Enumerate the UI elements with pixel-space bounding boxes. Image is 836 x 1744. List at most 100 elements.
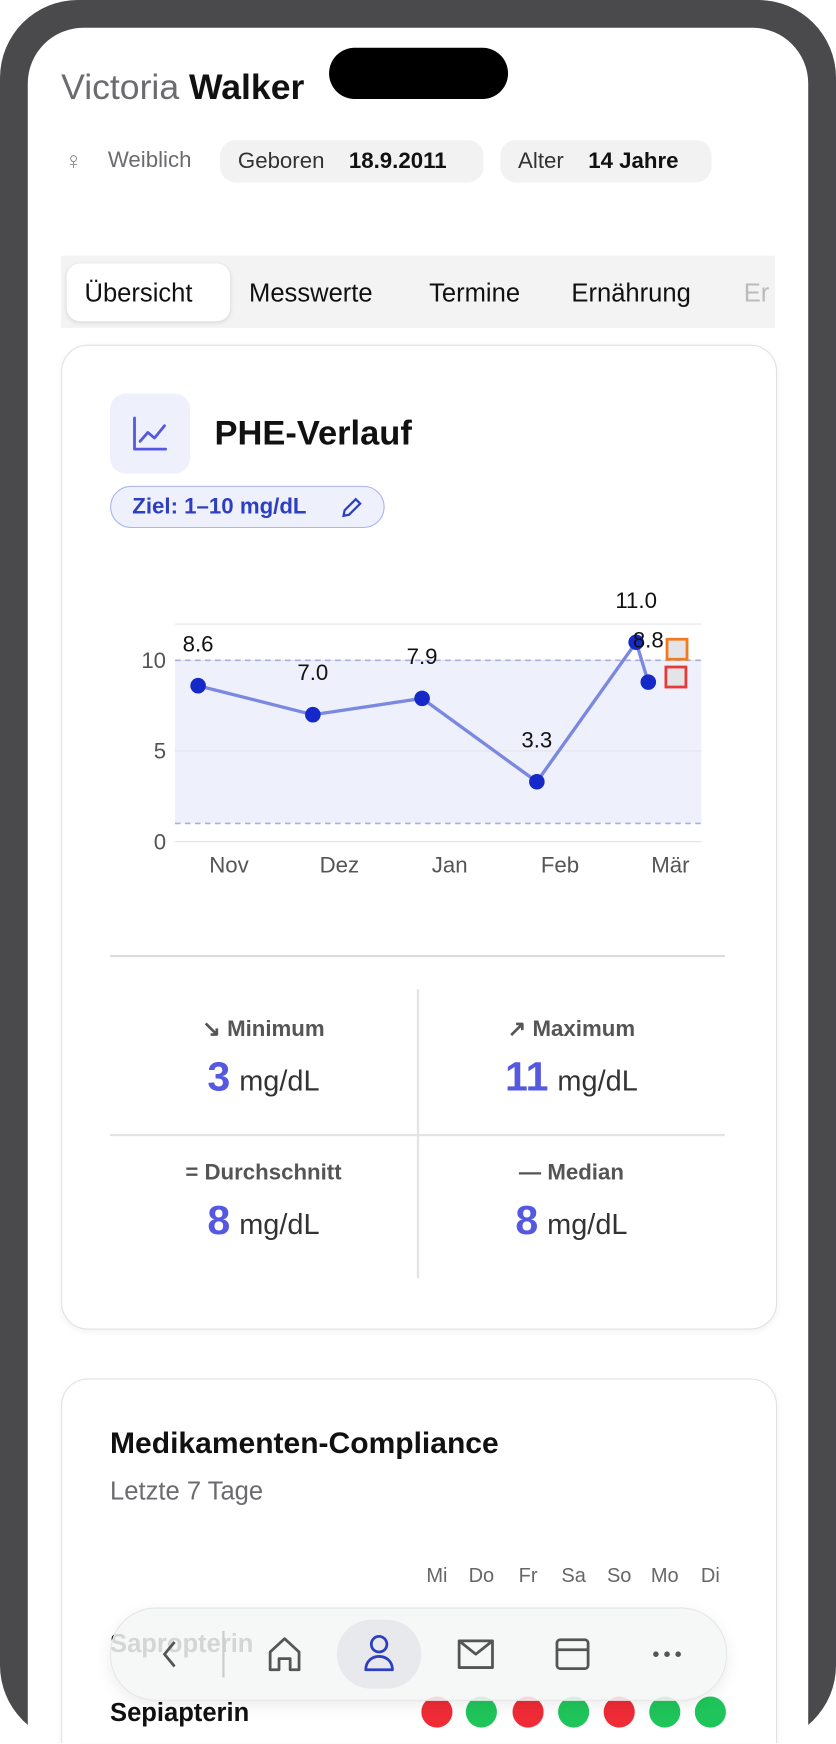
x-tick-label: Feb bbox=[541, 853, 579, 878]
compliance-dot bbox=[465, 1696, 497, 1728]
x-tick-label: Mär bbox=[651, 853, 690, 878]
stat-label: Maximum bbox=[532, 1017, 636, 1042]
data-label: 3.3 bbox=[521, 727, 552, 752]
y-tick-label: 10 bbox=[141, 648, 166, 673]
stat-unit: mg/dL bbox=[239, 1207, 320, 1241]
tab[interactable]: Termine bbox=[429, 277, 521, 307]
gender-icon: ♀ bbox=[64, 146, 83, 175]
phe-point bbox=[640, 674, 657, 690]
home-icon[interactable] bbox=[268, 1637, 301, 1672]
day-label: Fr bbox=[519, 1565, 538, 1587]
mail-icon[interactable] bbox=[457, 1639, 494, 1669]
stat-value: 3 bbox=[207, 1053, 231, 1100]
divider bbox=[416, 989, 419, 1279]
card-title: PHE-Verlauf bbox=[214, 413, 412, 453]
chart-icon bbox=[110, 393, 191, 474]
stat-value: 8 bbox=[515, 1197, 539, 1243]
stat-label: Minimum bbox=[227, 1017, 325, 1042]
profile-icon[interactable] bbox=[369, 1635, 389, 1654]
compliance-dot bbox=[694, 1696, 726, 1728]
calendar-icon[interactable] bbox=[555, 1638, 590, 1671]
stat: = Durchschnitt 8 mg/dL bbox=[185, 1160, 342, 1243]
day-label: So bbox=[607, 1565, 631, 1587]
phe-point bbox=[628, 634, 644, 651]
stat-value: 11 bbox=[505, 1053, 549, 1100]
stat-unit: mg/dL bbox=[547, 1207, 628, 1241]
compliance-dot bbox=[558, 1696, 590, 1728]
x-tick-label: Jan bbox=[432, 853, 468, 878]
compliance-dot bbox=[421, 1696, 453, 1728]
y-tick-label: 5 bbox=[154, 739, 166, 764]
back-icon[interactable] bbox=[162, 1641, 176, 1668]
patient-name: Victoria Walker bbox=[61, 67, 304, 108]
active-tab-bg bbox=[66, 263, 231, 322]
phe-point bbox=[305, 706, 321, 723]
stat-unit: mg/dL bbox=[557, 1063, 638, 1098]
stat-unit: mg/dL bbox=[239, 1063, 320, 1098]
phe-chart: 0 5 10 Nov Dez Jan Feb Mär 8.6 7.0 7.9 3.3 11.0 8.8 bbox=[141, 588, 702, 878]
stat-label: Durchschnitt bbox=[204, 1160, 342, 1186]
data-label: 7.9 bbox=[407, 644, 438, 669]
phe-point bbox=[414, 690, 430, 707]
nav-icons bbox=[162, 1619, 681, 1689]
y-tick-label: 0 bbox=[154, 829, 166, 854]
target-band bbox=[174, 660, 702, 824]
medication-name: Sepiapterin bbox=[110, 1699, 249, 1727]
data-label: 7.0 bbox=[297, 660, 328, 685]
born-pill: Geboren 18.9.2011 bbox=[220, 140, 484, 183]
data-label: 8.6 bbox=[183, 631, 214, 656]
day-label: Sa bbox=[561, 1565, 586, 1587]
phe-point bbox=[529, 773, 545, 790]
phe-point bbox=[190, 677, 206, 694]
gender: Weiblich bbox=[107, 147, 192, 173]
day-label: Do bbox=[469, 1565, 495, 1587]
compliance-dot bbox=[512, 1696, 544, 1728]
day-label: Di bbox=[701, 1565, 720, 1587]
data-label: 8.8 bbox=[633, 628, 664, 653]
compliance-subtitle: Letzte 7 Tage bbox=[110, 1476, 264, 1506]
legend-square bbox=[664, 665, 688, 689]
data-label: 11.0 bbox=[615, 588, 657, 613]
profile-icon-body bbox=[364, 1655, 394, 1672]
tab[interactable]: Messwerte bbox=[249, 277, 373, 307]
day-label: Mo bbox=[651, 1565, 679, 1587]
edit-icon[interactable] bbox=[339, 496, 363, 520]
more-dot bbox=[664, 1651, 670, 1657]
age-label: Alter bbox=[518, 148, 564, 173]
target-label: Ziel: 1–10 mg/dL bbox=[132, 494, 307, 520]
age: 14 Jahre bbox=[588, 148, 679, 173]
tab[interactable]: Ernährung bbox=[571, 277, 691, 307]
compliance-dot bbox=[603, 1696, 635, 1728]
x-tick-label: Dez bbox=[320, 853, 360, 878]
target-pill[interactable] bbox=[110, 485, 385, 529]
stat: — Median 8 mg/dL bbox=[515, 1160, 628, 1243]
divider bbox=[110, 954, 725, 957]
stat-value: 8 bbox=[207, 1197, 231, 1243]
tab[interactable]: Er bbox=[743, 277, 770, 307]
compliance-title: Medikamenten-Compliance bbox=[110, 1426, 499, 1460]
bottom-nav bbox=[110, 1607, 728, 1701]
age-pill: Alter 14 Jahre bbox=[500, 140, 712, 183]
stat: ↘ Minimum 3 mg/dL bbox=[202, 1017, 325, 1100]
legend-square bbox=[665, 637, 689, 661]
tab-bar bbox=[61, 255, 775, 328]
active-nav-bg bbox=[336, 1619, 422, 1689]
born-label: Geboren bbox=[237, 148, 325, 173]
tab[interactable]: Übersicht bbox=[84, 277, 193, 307]
chart-icon-glyph bbox=[133, 416, 168, 451]
day-label: Mi bbox=[426, 1565, 447, 1587]
first-name: Victoria bbox=[61, 66, 180, 107]
last-name: Walker bbox=[189, 66, 305, 107]
stat: ↗ Maximum 11 mg/dL bbox=[505, 1017, 638, 1100]
born: 18.9.2011 bbox=[348, 148, 447, 173]
more-dot[interactable] bbox=[653, 1651, 659, 1657]
more-dot bbox=[675, 1651, 681, 1657]
stat-label: Median bbox=[547, 1160, 624, 1186]
dynamic-island bbox=[329, 47, 509, 99]
compliance-dot bbox=[649, 1696, 681, 1728]
x-tick-label: Nov bbox=[209, 853, 249, 878]
